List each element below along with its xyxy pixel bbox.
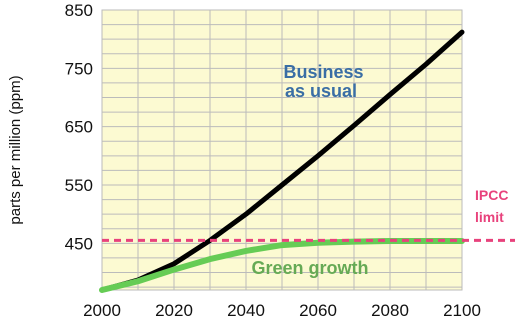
y-tick-label: 450 [65,234,93,253]
y-axis-label: parts per million (ppm) [7,75,24,224]
x-axis-ticks: 2000 2020 2040 2060 2080 2100 [83,301,481,320]
business-as-usual-annotation: Business as usual [283,62,368,101]
ipcc-limit-label: IPCC limit [475,187,512,225]
y-tick-label: 550 [65,176,93,195]
x-tick-label: 2000 [83,301,121,320]
y-tick-label: 750 [65,59,93,78]
plot-frame [101,9,463,291]
y-tick-label: 650 [65,118,93,137]
business-annotation-line2: as usual [285,81,357,101]
ipcc-label-line1: IPCC [475,187,508,203]
y-axis-ticks: 450 550 650 750 850 [65,1,93,253]
x-tick-label: 2100 [443,301,481,320]
ipcc-label-line2: limit [475,209,504,225]
x-tick-label: 2020 [155,301,193,320]
series-line-business-as-usual [99,29,465,293]
y-tick-label: 850 [65,1,93,20]
business-annotation-line1: Business [283,62,363,82]
x-tick-label: 2040 [227,301,265,320]
x-tick-label: 2080 [371,301,409,320]
green-growth-annotation: Green growth [251,258,368,278]
x-tick-label: 2060 [299,301,337,320]
